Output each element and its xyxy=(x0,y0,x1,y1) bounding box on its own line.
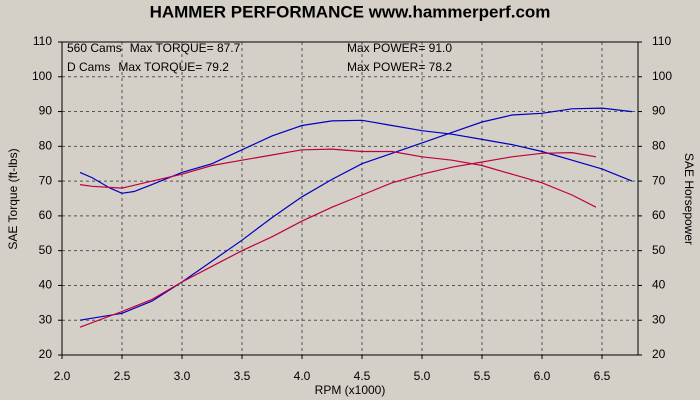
data-line xyxy=(79,119,633,194)
chart-title: HAMMER PERFORMANCE www.hammerperf.com xyxy=(150,2,551,21)
y2-tick-label: 20 xyxy=(652,347,666,361)
x-tick-label: 2.5 xyxy=(114,369,131,383)
legend-name: D Cams xyxy=(67,60,110,74)
y2-tick-label: 110 xyxy=(652,34,671,48)
y-tick-label: 70 xyxy=(39,173,53,187)
x-tick-label: 4.5 xyxy=(354,369,371,383)
legend-name: 560 Cams xyxy=(67,41,122,55)
x-tick-label: 3.0 xyxy=(174,369,191,383)
legend-max-torque: Max TORQUE= 79.2 xyxy=(118,60,229,74)
y2-tick-label: 100 xyxy=(652,69,672,83)
y-tick-label: 90 xyxy=(39,104,53,118)
y-tick-label: 20 xyxy=(39,347,53,361)
y2-tick-label: 60 xyxy=(652,208,666,222)
x-tick-label: 2.0 xyxy=(54,369,71,383)
y-tick-label: 100 xyxy=(32,69,52,83)
x-axis-label: RPM (x1000) xyxy=(315,383,386,397)
x-tick-label: 5.5 xyxy=(474,369,491,383)
y2-tick-label: 40 xyxy=(652,278,666,292)
y2-tick-label: 30 xyxy=(652,312,666,326)
x-tick-label: 5.0 xyxy=(414,369,431,383)
plot-frame xyxy=(61,41,639,356)
y-tick-label: 80 xyxy=(39,139,53,153)
y-tick-label: 110 xyxy=(33,34,52,48)
y-tick-label: 30 xyxy=(39,312,53,326)
data-line xyxy=(79,151,597,328)
x-tick-label: 3.5 xyxy=(234,369,251,383)
y2-axis-label: SAE Horsepower xyxy=(682,153,696,245)
y2-tick-label: 50 xyxy=(652,243,666,257)
x-tick-label: 6.0 xyxy=(534,369,551,383)
y-axis-label: SAE Torque (ft-lbs) xyxy=(6,148,20,249)
y-tick-label: 40 xyxy=(39,278,53,292)
x-tick-label: 4.0 xyxy=(294,369,311,383)
y2-tick-label: 70 xyxy=(652,173,666,187)
legend-max-torque: Max TORQUE= 87.7 xyxy=(130,41,241,55)
y-tick-label: 60 xyxy=(39,208,53,222)
y2-tick-label: 90 xyxy=(652,104,666,118)
x-tick-label: 6.5 xyxy=(594,369,611,383)
legend-max-power: Max POWER= 91.0 xyxy=(347,41,452,55)
data-line xyxy=(79,148,597,208)
y-tick-label: 50 xyxy=(39,243,53,257)
legend-max-power: Max POWER= 78.2 xyxy=(347,60,452,74)
y2-tick-label: 80 xyxy=(652,139,666,153)
